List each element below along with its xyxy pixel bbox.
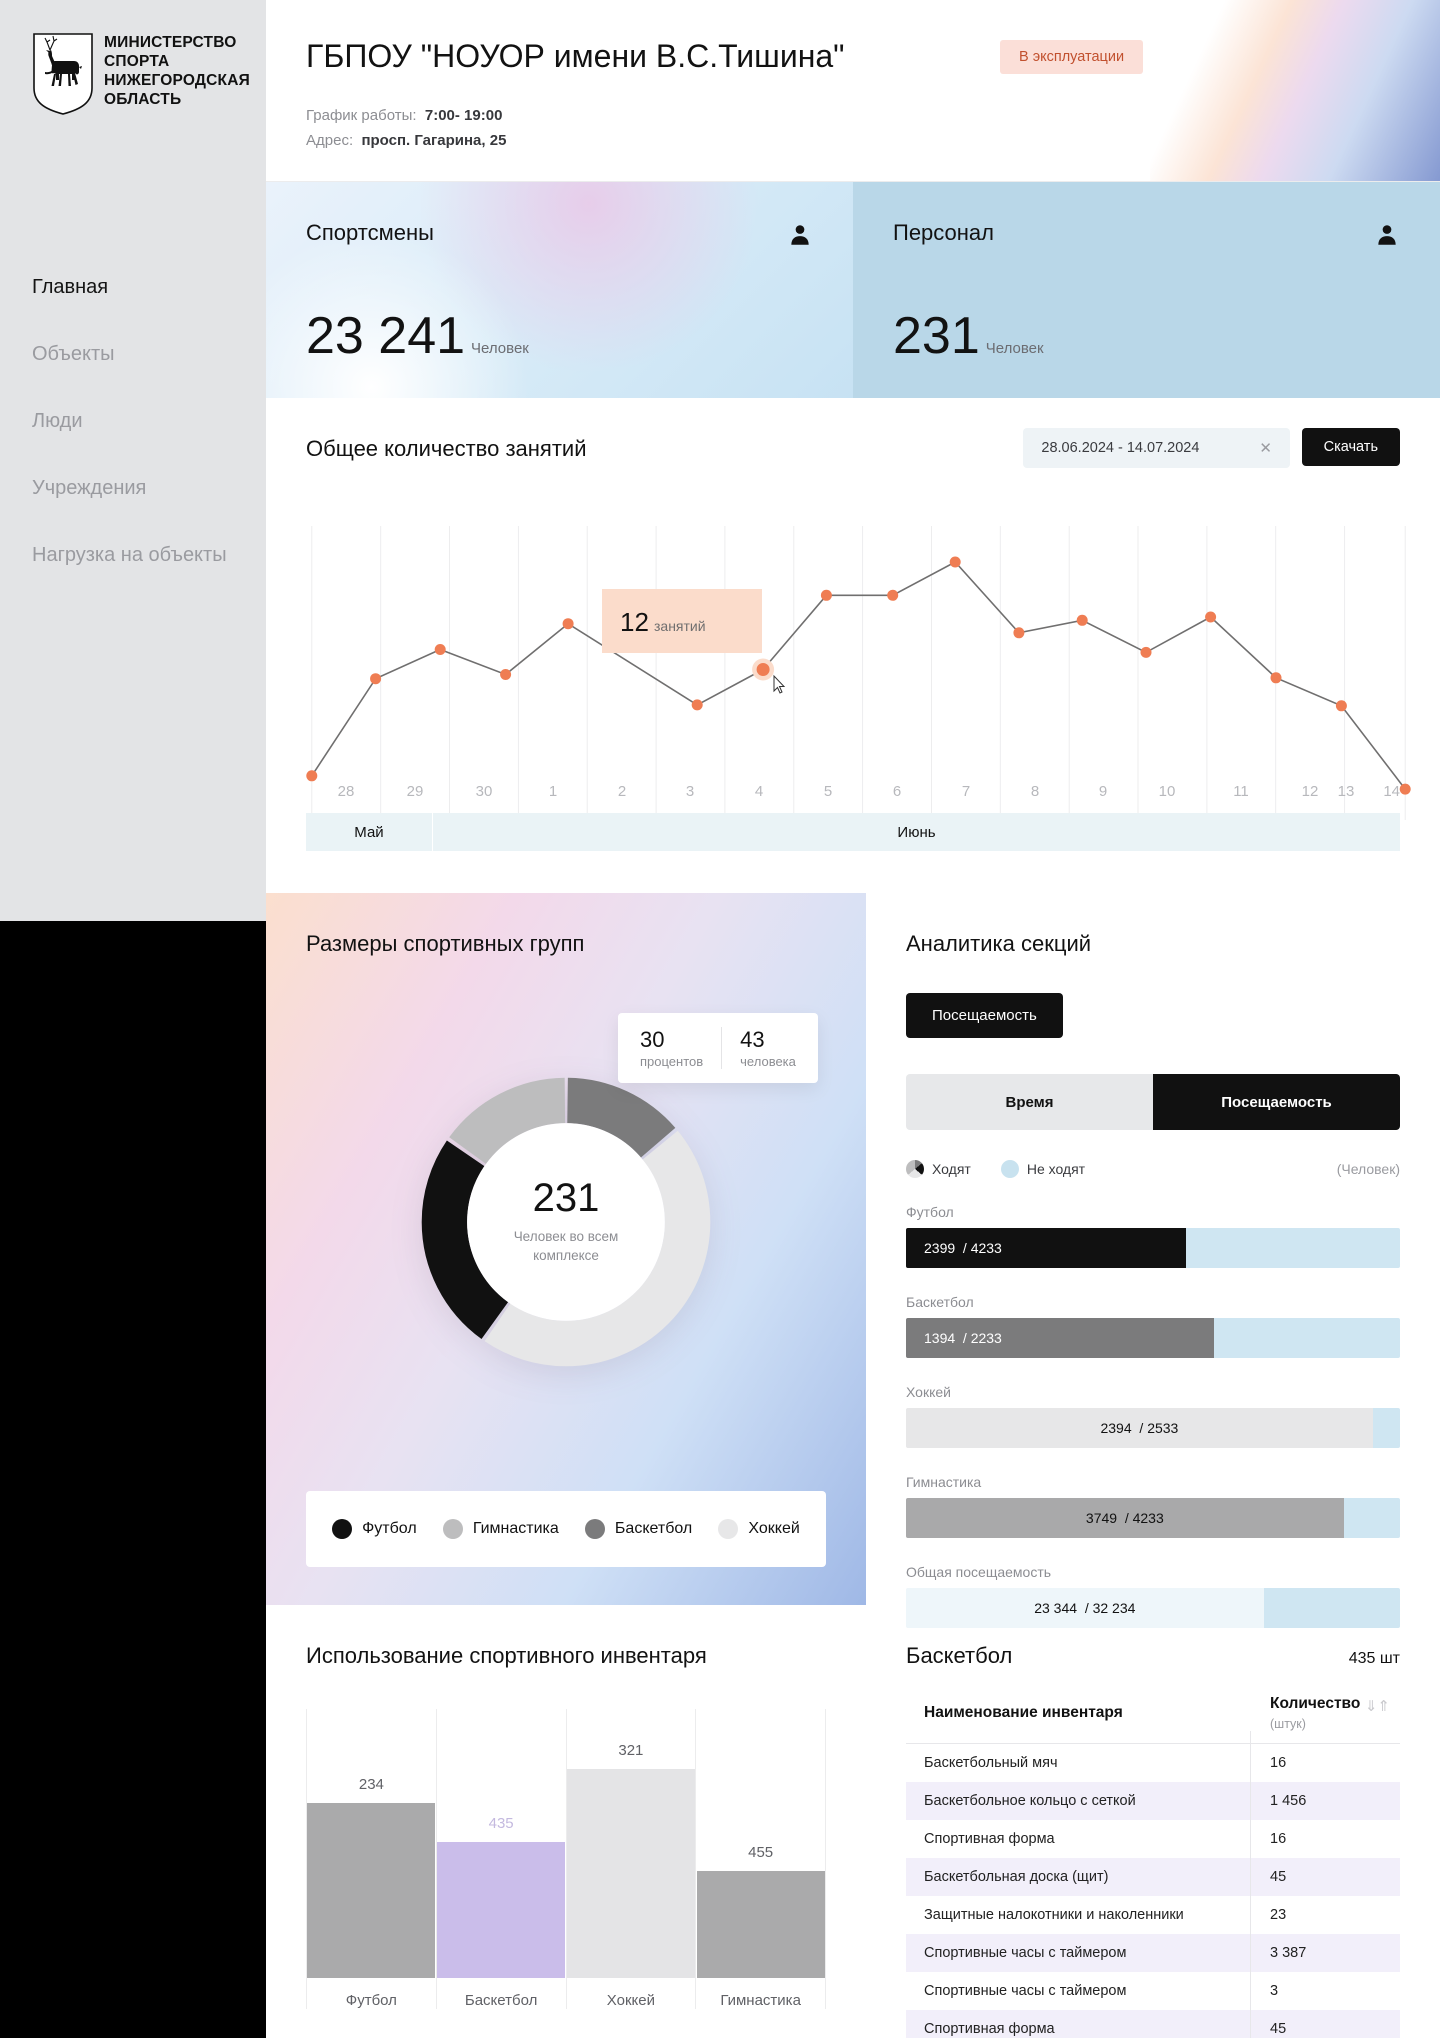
svg-text:12: 12 xyxy=(1302,783,1319,800)
svg-text:14: 14 xyxy=(1383,783,1400,800)
svg-text:30: 30 xyxy=(476,783,493,800)
svg-text:5: 5 xyxy=(824,783,832,800)
svg-text:2: 2 xyxy=(618,783,626,800)
svg-text:1: 1 xyxy=(549,783,557,800)
svg-text:7: 7 xyxy=(962,783,970,800)
svg-text:3: 3 xyxy=(686,783,694,800)
svg-text:9: 9 xyxy=(1099,783,1107,800)
svg-text:6: 6 xyxy=(893,783,901,800)
svg-text:12: 12 xyxy=(620,607,649,637)
svg-text:13: 13 xyxy=(1338,783,1355,800)
svg-text:10: 10 xyxy=(1159,783,1176,800)
svg-text:4: 4 xyxy=(755,783,763,800)
svg-text:11: 11 xyxy=(1233,783,1249,800)
svg-text:28: 28 xyxy=(338,783,355,800)
svg-text:8: 8 xyxy=(1031,783,1039,800)
svg-text:занятий: занятий xyxy=(654,618,706,634)
svg-text:29: 29 xyxy=(407,783,424,800)
